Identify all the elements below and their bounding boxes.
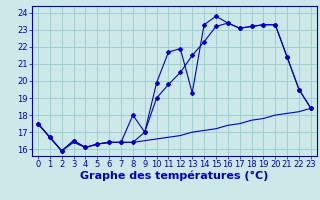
X-axis label: Graphe des températures (°C): Graphe des températures (°C) (80, 171, 268, 181)
